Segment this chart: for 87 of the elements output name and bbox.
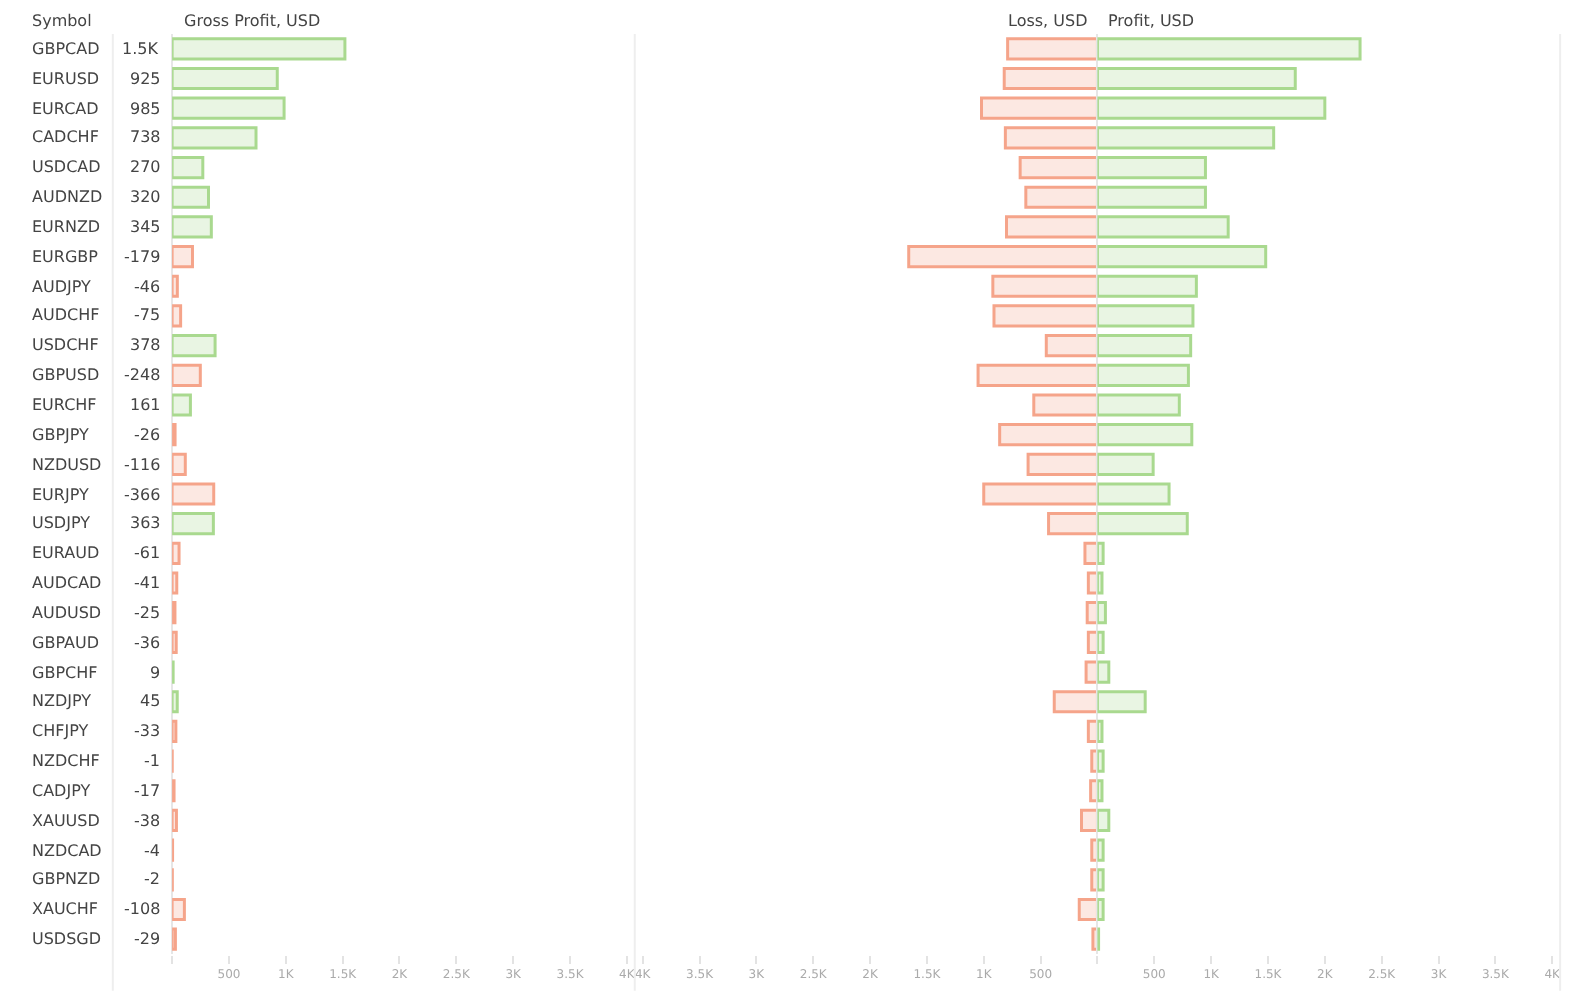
series-label: Loss, USD	[1008, 12, 1088, 30]
text: -33	[134, 722, 161, 740]
bar	[172, 274, 179, 298]
series-label: Profit, USD	[1108, 12, 1195, 30]
y-tick-label: GBPUSD	[32, 366, 100, 384]
y-tick-label: GBPJPY	[32, 426, 90, 444]
y-tick-label: AUDCHF	[32, 306, 101, 324]
bar	[172, 808, 178, 833]
bar	[172, 96, 286, 120]
x-axis-title: Gross Profit, USD	[184, 12, 321, 30]
y-tick-label: EURAUD	[32, 544, 100, 562]
y-tick-label: NZDJPY	[32, 692, 92, 710]
y-tick-label: USDCHF	[32, 336, 100, 354]
y-tick-label: GBPNZD	[32, 870, 101, 888]
text: 345	[130, 218, 161, 236]
bar	[172, 363, 202, 387]
y-tick-label: GBPCAD	[32, 40, 100, 58]
bar	[172, 452, 187, 476]
text: 985	[130, 100, 161, 118]
text: -36	[134, 634, 161, 652]
bar	[172, 126, 258, 150]
text: -26	[134, 426, 161, 444]
y-tick-label: EURUSD	[32, 70, 100, 88]
text: -25	[134, 604, 161, 622]
text: 9	[150, 664, 161, 682]
y-tick-label: USDSGD	[32, 930, 102, 948]
bar	[172, 630, 178, 654]
y-tick-label: CADCHF	[32, 128, 100, 146]
text: -116	[124, 456, 161, 474]
y-tick-label: XAUCHF	[32, 900, 99, 918]
y-tick-label: GBPAUD	[32, 634, 99, 652]
bar	[172, 393, 192, 417]
text: -1	[144, 752, 160, 770]
bar	[172, 512, 215, 536]
y-tick-label: GBPCHF	[32, 664, 99, 682]
bar	[172, 66, 279, 91]
bar	[172, 482, 216, 506]
text: -75	[134, 306, 161, 324]
text: 1.5K	[122, 40, 160, 58]
y-tick-label: EURJPY	[32, 486, 89, 504]
text: -2	[144, 870, 160, 888]
bar	[172, 304, 183, 328]
y-tick-label: AUDCAD	[32, 574, 102, 592]
y-tick-label: AUDJPY	[32, 278, 91, 296]
text: -108	[124, 900, 161, 918]
y-tick-label: CADJPY	[32, 782, 91, 800]
bar	[172, 690, 179, 714]
bar	[172, 245, 194, 269]
y-tick-label: AUDNZD	[32, 188, 103, 206]
text: 363	[130, 514, 161, 532]
text: -4	[144, 842, 160, 860]
text: -179	[124, 248, 161, 266]
text: 161	[130, 396, 161, 414]
text: -41	[134, 574, 161, 592]
y-tick-label: CHFJPY	[32, 722, 89, 740]
y-tick-label: EURCAD	[32, 100, 99, 118]
y-tick-label: NZDUSD	[32, 456, 102, 474]
bar	[172, 541, 181, 565]
text: 270	[130, 158, 161, 176]
y-tick-label: EURGBP	[32, 248, 99, 266]
text: 378	[130, 336, 161, 354]
y-tick-label: EURCHF	[32, 396, 98, 414]
y-tick-label: USDJPY	[32, 514, 91, 532]
bar	[172, 897, 186, 922]
bar	[172, 215, 213, 239]
bar	[172, 185, 210, 209]
text: -17	[134, 782, 161, 800]
text: -46	[134, 278, 161, 296]
text: -248	[124, 366, 161, 384]
text: -366	[124, 486, 161, 504]
y-tick-label: NZDCHF	[32, 752, 101, 770]
text: -29	[134, 930, 161, 948]
text: 738	[130, 128, 161, 146]
text: 45	[140, 692, 161, 710]
y-tick-label: AUDUSD	[32, 604, 102, 622]
bar	[172, 155, 205, 180]
text: -38	[134, 812, 161, 830]
text: 320	[130, 188, 161, 206]
y-tick-label: EURNZD	[32, 218, 101, 236]
text: 925	[130, 70, 161, 88]
y-tick-label: USDCAD	[32, 158, 101, 176]
y-tick-label: XAUUSD	[32, 812, 100, 830]
bar	[172, 334, 217, 358]
y-axis-title: Symbol	[32, 12, 92, 30]
bar	[172, 37, 347, 61]
y-tick-label: NZDCAD	[32, 842, 102, 860]
text: -61	[134, 544, 161, 562]
